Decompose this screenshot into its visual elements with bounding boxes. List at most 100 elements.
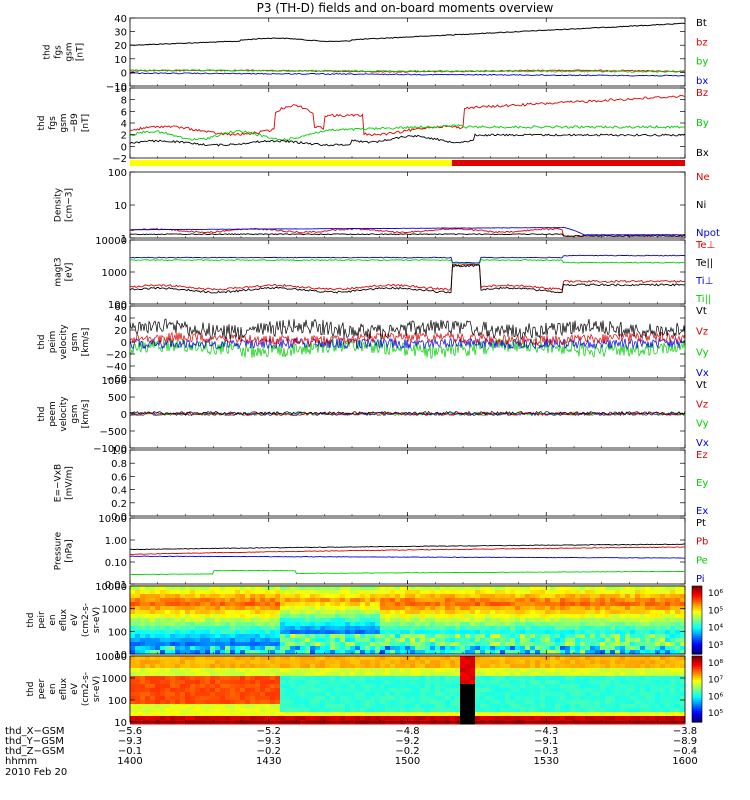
xaxis-tick-hhmm: 1500 <box>395 756 420 767</box>
panel-3-ylabel-line: [eV] <box>65 263 75 282</box>
legend-Vy: Vy <box>696 347 709 358</box>
panel-5-ylabel-line: peem <box>48 401 58 427</box>
legend-Te⊥: Te⊥ <box>695 240 715 251</box>
legend-Bt: Bt <box>696 18 707 29</box>
xaxis-tick-hhmm: 1530 <box>534 756 559 767</box>
series-peem-Vt <box>129 410 686 416</box>
legend-Pt: Pt <box>696 518 706 529</box>
panel-2-ytick: 1 <box>121 234 127 245</box>
legend-Te||: Te|| <box>695 258 713 269</box>
panel-4-ytick: 20 <box>114 326 127 337</box>
panel-1-frame <box>129 87 686 159</box>
xaxis-tick-thd_Z−GSM: −0.4 <box>673 746 697 757</box>
panel-8-ytick: 10000 <box>95 582 127 593</box>
legend-Vt: Vt <box>696 380 707 391</box>
series-Pt <box>129 543 685 551</box>
panel-7-ytick: 10.00 <box>98 514 127 525</box>
series-peim-Vx <box>129 337 686 350</box>
panel-8-ytick: 100 <box>108 627 127 638</box>
colorbar-label: 10³ <box>708 641 723 651</box>
panel-6-ytick: 0.4 <box>111 486 127 497</box>
panel-0-ytick: 10 <box>114 55 127 66</box>
panel-9-ylabel-line: thd <box>26 682 36 697</box>
panel-5-ylabel-line: [km/s] <box>81 400 91 429</box>
panel-4-ytick: −40 <box>106 362 127 373</box>
panel-8-ytick: 1000 <box>102 605 127 616</box>
legend-Ne: Ne <box>696 172 710 183</box>
series-Npot <box>130 226 685 236</box>
panel-6-ytick: 0.6 <box>111 472 127 483</box>
panel-3-ylabel-line: magt3 <box>54 257 64 286</box>
xaxis-tick-thd_X−GSM: −3.8 <box>673 726 697 737</box>
legend-Bz: Bz <box>696 88 708 99</box>
panel-8-ylabel-line: eV <box>70 613 80 626</box>
legend-Ey: Ey <box>696 478 708 489</box>
panel-4-ytick: 0 <box>121 338 127 349</box>
spectrogram-9 <box>130 656 686 725</box>
xaxis-tick-thd_X−GSM: −5.2 <box>257 726 281 737</box>
series-By <box>129 124 686 141</box>
spectrogram-8 <box>130 586 686 655</box>
panel-8-ylabel-line: (cm2-s- <box>81 603 91 637</box>
legend-Pe: Pe <box>696 555 708 566</box>
series-Te-perp <box>129 263 686 291</box>
panel-4-ylabel-line: velocity <box>59 324 69 360</box>
panel-9-ytick: 1000 <box>102 674 127 685</box>
panel-2-ylabel-line: Density <box>54 187 64 222</box>
xaxis-tick-thd_Y−GSM: −9.3 <box>118 736 142 747</box>
panel-1-ytick: 2 <box>121 131 127 142</box>
panel-6-ylabel-line: [mV/m] <box>65 466 75 500</box>
xaxis-row-label: thd_Y−GSM <box>5 736 64 747</box>
panel-9-ytick: 100 <box>108 696 127 707</box>
colorbar-label: 10⁵ <box>708 606 723 616</box>
legend-By: By <box>696 118 709 129</box>
series-peim-Vy <box>129 337 686 359</box>
mode-bar-fast <box>451 160 685 166</box>
series-Ti-par <box>129 259 686 265</box>
panel-4-ylabel-line: gsm <box>70 332 80 351</box>
panel-0-ytick: 0 <box>121 68 127 79</box>
xaxis-tick-thd_Y−GSM: −9.3 <box>257 736 281 747</box>
colorbar-label: 10⁶ <box>708 692 723 702</box>
colorbar-label: 10⁶ <box>708 589 723 599</box>
series-Bt <box>129 22 686 46</box>
panel-8-ylabel-line: eflux <box>59 608 69 631</box>
panel-1-ylabel-line: gsm <box>59 113 69 132</box>
xaxis-row-label: thd_Z−GSM <box>5 746 65 757</box>
panel-6-ytick: 0.0 <box>111 512 127 523</box>
legend-bx: bx <box>696 76 708 87</box>
xaxis-tick-hhmm: 1400 <box>117 756 142 767</box>
panel-5-ytick: 1000 <box>102 376 127 387</box>
panel-7-ylabel-line: Pressure <box>54 531 64 570</box>
panel-7-ytick: 0.10 <box>105 558 127 569</box>
panel-4-ytick: −60 <box>106 374 127 385</box>
legend-Vz: Vz <box>696 399 708 410</box>
legend-Npot: Npot <box>696 228 720 239</box>
legend-Pi: Pi <box>696 574 705 585</box>
panel-0-ytick: 20 <box>114 41 127 52</box>
panel-6-ytick: 0.2 <box>111 499 127 510</box>
panel-8-ylabel-line: peir <box>37 611 47 629</box>
colorbar-label: 10⁷ <box>708 676 723 686</box>
panel-7-ylabel-line: [nPa] <box>65 539 75 562</box>
panel-4-ylabel-line: [km/s] <box>81 328 91 357</box>
legend-Vt: Vt <box>696 306 707 317</box>
panel-5-ylabel-line: velocity <box>59 396 69 432</box>
panel-8-ytick: 10 <box>114 650 127 661</box>
panel-9-ylabel-line: en <box>48 683 58 694</box>
xaxis-tick-thd_X−GSM: −4.3 <box>534 726 558 737</box>
panel-6-ytick: 1.0 <box>111 446 127 457</box>
panel-1-ytick: 6 <box>121 107 127 118</box>
panel-0-ylabel-line: thd <box>43 45 53 60</box>
panel-9-ylabel-line: sr-eV) <box>92 676 102 702</box>
panel-0-ytick: 30 <box>114 28 127 39</box>
legend-Ex: Ex <box>696 506 708 517</box>
panel-2-ylabel-line: [cm−3] <box>65 188 75 222</box>
xaxis-row-label: thd_X−GSM <box>5 726 65 737</box>
panel-7-frame <box>129 517 686 585</box>
xaxis-tick-thd_Z−GSM: −0.2 <box>257 746 281 757</box>
xaxis-tick-thd_Y−GSM: −8.9 <box>673 736 697 747</box>
legend-Vx: Vx <box>696 368 709 379</box>
panel-9-ylabel-line: (cm2-s- <box>81 672 91 706</box>
